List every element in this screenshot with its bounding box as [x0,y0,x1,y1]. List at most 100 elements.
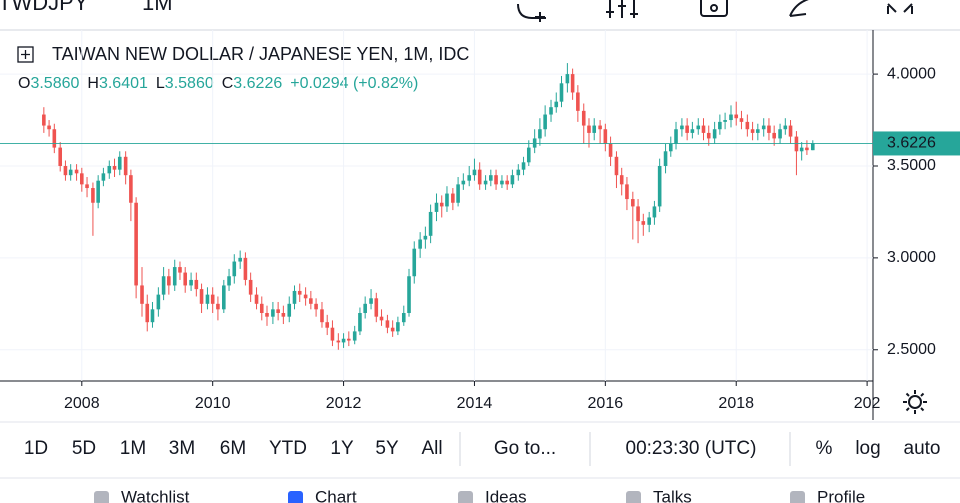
candle-body [412,248,417,277]
candle-body [167,276,171,286]
candle-body [778,129,782,139]
template-icon[interactable] [700,0,728,17]
x-tick-label: 2014 [457,395,493,412]
draw-icon[interactable] [789,0,812,17]
tab-icon[interactable] [458,491,473,503]
goto-button[interactable]: Go to... [494,438,556,459]
candle-body [129,175,133,203]
readout-value: 3.5860 [165,75,214,92]
candle-body [674,129,678,144]
x-tick-label: 2008 [64,395,100,412]
y-tick-label: 3.5000 [887,157,936,174]
candle-body [587,125,591,133]
candle-body [614,156,619,176]
candle-body [631,199,635,207]
candle-body [745,121,750,130]
candle-body [570,74,575,93]
candle-body [85,184,89,189]
top-icons [517,0,913,22]
candle-body [805,147,809,151]
candle-body [194,279,199,290]
tab-icon[interactable] [94,491,109,503]
candle-body [52,129,57,148]
candle-body [320,309,324,323]
candle-body [117,156,122,170]
range-button[interactable]: 5D [72,438,96,459]
tab-label[interactable]: Chart [315,487,357,503]
fullscreen-icon[interactable] [887,3,913,14]
candle-body [423,235,428,240]
tab-icon[interactable] [626,491,641,503]
candle-body [554,101,559,108]
scale-option[interactable]: log [855,438,880,459]
range-button[interactable]: 1D [24,438,48,459]
candle-body [396,322,400,332]
candle-body [761,125,766,130]
candle-body [330,327,335,341]
candle-body [739,118,744,122]
candle-body [428,211,433,236]
candle-body [483,180,488,185]
candle-body [543,114,547,130]
candle-body [734,114,739,119]
expand-icon[interactable] [17,46,34,63]
candle-body [407,276,411,314]
range-button[interactable]: 6M [220,438,246,459]
candle-body [439,202,444,207]
x-tick-label: 2018 [718,395,754,412]
range-button[interactable]: 1Y [330,438,354,459]
candle-body [418,239,422,249]
last-price-label: 3.6226 [887,135,936,152]
candle-body [341,338,346,343]
tab-label[interactable]: Profile [817,487,865,503]
scale-option[interactable]: % [816,438,833,459]
candle-body [756,129,760,133]
candle-body [461,180,466,185]
candle-body [287,303,292,317]
candle-body [636,206,640,222]
candle-body [559,83,564,102]
range-button[interactable]: 1M [120,438,146,459]
scale-option[interactable]: auto [904,438,941,459]
range-button[interactable]: YTD [269,438,307,459]
tab-icon[interactable] [790,491,805,503]
tab-label[interactable]: Talks [653,487,692,503]
interval[interactable]: 1M [142,0,173,15]
candle-body [178,267,182,273]
candle-body [336,340,341,343]
expand-icon-plus [21,50,30,59]
candle-body [647,217,651,225]
candle-body [445,193,449,207]
range-button[interactable]: All [421,438,442,459]
candle-body [216,303,220,310]
x-tick-label: 202 [854,395,881,412]
compare-icon[interactable] [517,3,546,22]
candle-body [810,143,815,151]
range-button[interactable]: 5Y [375,438,399,459]
candle-body [248,279,253,295]
tab-label[interactable]: Ideas [485,487,527,503]
candle-body [281,313,286,317]
candle-body [363,303,367,314]
candle-body [685,125,689,133]
candle-body [489,175,493,181]
candle-body [472,169,477,176]
candle-body [150,309,155,323]
candle-body [297,290,302,295]
candle-body [663,151,668,166]
tab-icon[interactable] [288,491,303,503]
candle-body [91,188,95,203]
candle-body [532,138,537,148]
candle-body [107,165,112,174]
range-button[interactable]: 3M [169,438,195,459]
candle-body [238,257,242,262]
candle-body [516,169,521,176]
candle-body [123,156,128,176]
indicators-icon[interactable] [606,0,638,18]
symbol[interactable]: TWDJPY [0,0,89,15]
settings-icon[interactable] [903,390,927,414]
candle-body [358,313,362,332]
candle-body [74,169,79,174]
tab-label[interactable]: Watchlist [121,487,190,503]
